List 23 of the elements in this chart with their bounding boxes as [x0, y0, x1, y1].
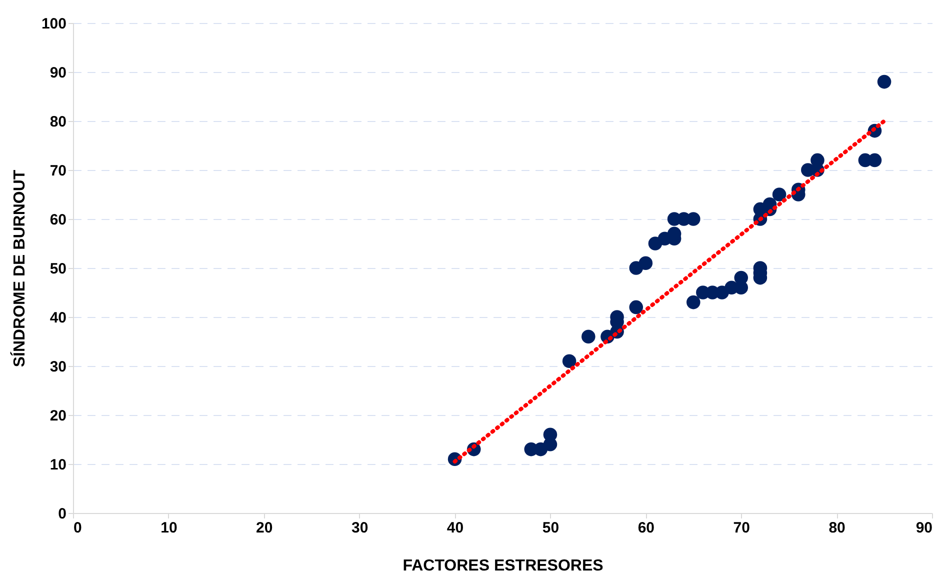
x-tick-label: 90 [916, 520, 932, 536]
y-tick-label: 80 [50, 114, 66, 130]
x-tick-label: 20 [256, 520, 273, 536]
y-tick-label: 10 [50, 456, 66, 474]
y-tick-label: 60 [50, 212, 66, 228]
x-axis-title: FACTORES ESTRESORES [402, 558, 604, 574]
x-tick-label: 50 [542, 520, 560, 536]
x-tick-label: 80 [828, 520, 846, 536]
x-tick-label: 70 [733, 520, 750, 536]
y-tick-label: 30 [50, 358, 66, 376]
x-tick-label: 10 [160, 520, 178, 536]
y-tick-label: 40 [50, 310, 66, 326]
x-tick-label: 30 [351, 520, 368, 536]
x-tick-label: 40 [446, 520, 464, 536]
y-tick-label: 90 [50, 64, 66, 82]
x-tick-label: 0 [74, 520, 82, 536]
y-tick-label: 100 [41, 16, 66, 32]
y-tick-label: 50 [50, 260, 66, 278]
y-axis-title: SÍNDROME DE BURNOUT [9, 170, 28, 368]
y-tick-label: 20 [50, 408, 66, 424]
x-tick-label: 60 [638, 520, 655, 536]
y-tick-label: 0 [58, 506, 66, 522]
y-tick-label: 70 [50, 162, 66, 180]
